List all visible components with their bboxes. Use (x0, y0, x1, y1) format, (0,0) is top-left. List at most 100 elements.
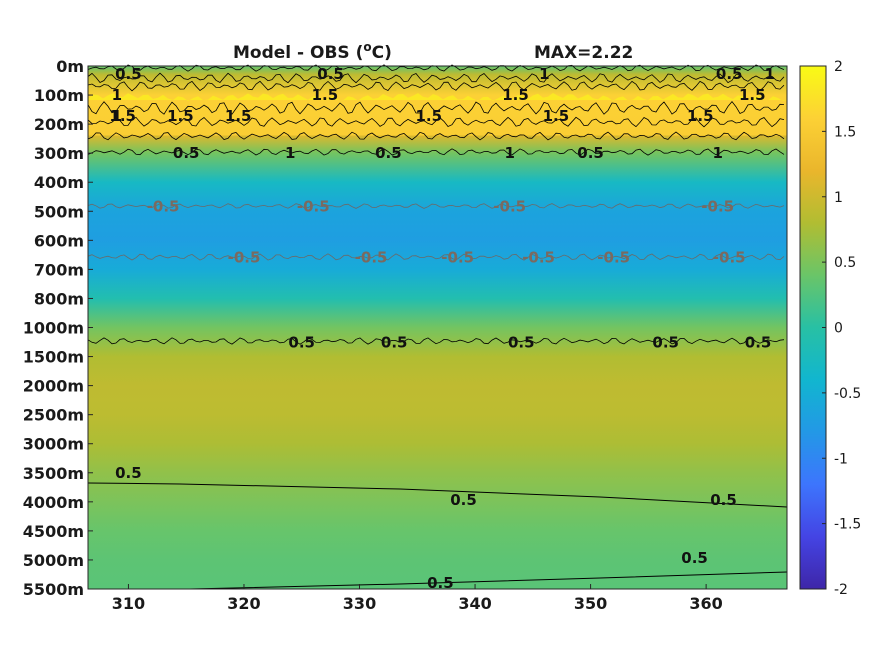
contour-label: 0.5 (375, 144, 402, 162)
contour-label: -0.5 (355, 248, 388, 266)
contour-label: -0.5 (597, 248, 630, 266)
contour-line (87, 253, 785, 261)
contour-label: -0.5 (441, 248, 474, 266)
x-tick-label: 350 (574, 594, 607, 613)
y-tick-label: 800m (34, 289, 84, 308)
title-suffix: C) (372, 43, 392, 63)
colorbar-tick-label: -1 (834, 451, 848, 467)
contour-line (87, 80, 785, 92)
max-annotation: MAX=2.22 (534, 43, 633, 63)
y-tick-label: 1500m (23, 348, 84, 367)
y-tick-label: 200m (34, 115, 84, 134)
y-tick-label: 4500m (23, 522, 84, 541)
x-tick-label: 330 (343, 594, 376, 613)
contour-label: 0.5 (745, 334, 772, 352)
contour-label: 0.5 (710, 491, 737, 509)
contour-label: 0.5 (115, 464, 142, 482)
contour-label: 0.5 (288, 334, 315, 352)
contour-label: 1 (112, 86, 122, 104)
colorbar-tick-label: -0.5 (834, 386, 861, 402)
y-tick-label: 500m (34, 202, 84, 221)
contour-label: -0.5 (493, 197, 526, 215)
contour-label: 0.5 (652, 334, 679, 352)
y-tick-label: 600m (34, 231, 84, 250)
contour-label: 1.5 (225, 107, 252, 125)
contour-label: 0.5 (450, 491, 477, 509)
contour-label: 1.5 (543, 107, 570, 125)
colorbar: 2 1.5 1 0.5 0 -0.5 -1 -1.5 -2 (799, 59, 861, 598)
contour-label: 1.5 (687, 107, 714, 125)
colorbar-tick-label: -1.5 (834, 517, 861, 533)
contour-label: -0.5 (147, 197, 180, 215)
x-tick-label: 340 (458, 594, 491, 613)
contour-label: 0.5 (381, 334, 408, 352)
contour-line (87, 72, 785, 84)
contour-label: 1 (504, 144, 514, 162)
colorbar-tick-label: 2 (834, 59, 843, 75)
surface-bands (88, 93, 787, 101)
contour-label: 1 (539, 65, 549, 83)
y-tick-label: 5000m (23, 551, 84, 570)
colorbar-tick-label: 0 (834, 321, 843, 337)
contour-label: 0.5 (508, 334, 535, 352)
contour-labels: 0.5 0.5 0.511 11.5 1.5 1.51.5 1.5 1.5 1.5 1.5 1.51… (109, 65, 775, 592)
contour-label: -0.5 (713, 248, 746, 266)
x-tick-label: 320 (227, 594, 260, 613)
contour-label: -0.5 (701, 197, 734, 215)
contour-line (87, 148, 785, 156)
y-tick-label: 3500m (23, 464, 84, 483)
x-axis-ticks: 310 320 330 340 350 360 (112, 584, 723, 613)
contour-label: 0.5 (427, 574, 454, 592)
contour-line (87, 203, 785, 209)
contour-label: 1 (764, 65, 774, 83)
y-axis-ticks: 0m 100m 200m 300m 400m 500m 600m 700m 800m 1000m 1… (23, 57, 93, 599)
chart-title: Model - OBS (oC) (233, 40, 392, 63)
colorbar-tick-label: -2 (834, 582, 848, 598)
colorbar-scale (799, 65, 827, 590)
contour-label: 1.5 (109, 107, 136, 125)
y-tick-label: 700m (34, 260, 84, 279)
contour-label: 0.5 (716, 65, 743, 83)
contour-label: -0.5 (522, 248, 555, 266)
y-tick-label: 300m (34, 144, 84, 163)
y-tick-label: 400m (34, 173, 84, 192)
contour-label: 0.5 (173, 144, 200, 162)
contour-line (87, 116, 785, 128)
colorbar-tick-label: 0.5 (834, 255, 856, 271)
y-tick-label: 3000m (23, 435, 84, 454)
contour-label: 1.5 (312, 86, 339, 104)
plot-area: 0.5 0.5 0.511 11.5 1.5 1.51.5 1.5 1.5 1.5 1.5 1.51… (87, 64, 788, 592)
contour-label: -0.5 (228, 248, 261, 266)
title-superscript: o (363, 40, 371, 54)
contour-line-deep (87, 482, 788, 508)
y-tick-label: 5500m (23, 580, 84, 599)
title-main: Model - OBS ( (233, 43, 363, 63)
contour-line (87, 131, 785, 141)
y-tick-label: 4000m (23, 493, 84, 512)
x-tick-label: 360 (689, 594, 722, 613)
contour-label: 0.5 (115, 65, 142, 83)
contour-label: 1 (285, 144, 295, 162)
contour-line-bottom (189, 571, 788, 590)
contour-label: 0.5 (317, 65, 344, 83)
contour-label: 1.5 (167, 107, 194, 125)
y-tick-label: 0m (56, 57, 84, 76)
colorbar-tick-label: 1.5 (834, 124, 856, 140)
contour-line (87, 337, 785, 345)
heatmap-field (88, 66, 787, 589)
contour-label: 0.5 (577, 144, 604, 162)
y-tick-label: 1000m (23, 319, 84, 338)
contour-label: 1.5 (502, 86, 529, 104)
x-tick-label: 310 (112, 594, 145, 613)
colorbar-tick-label: 1 (834, 190, 843, 206)
y-tick-label: 100m (34, 86, 84, 105)
contour-label: 1.5 (739, 86, 766, 104)
contour-line (87, 100, 785, 115)
warm-core-band (88, 93, 787, 101)
contour-label: 1 (112, 107, 122, 125)
colorbar-ticks: 2 1.5 1 0.5 0 -0.5 -1 -1.5 -2 (822, 59, 861, 598)
contour-label: 1.5 (416, 107, 443, 125)
y-tick-label: 2500m (23, 406, 84, 425)
contour-label: 0.5 (681, 549, 708, 567)
